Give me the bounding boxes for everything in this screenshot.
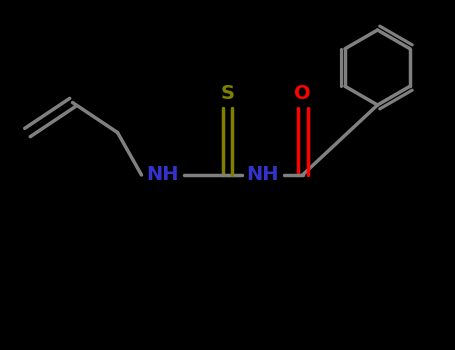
Text: NH: NH	[146, 166, 179, 184]
Text: NH: NH	[246, 166, 279, 184]
Text: S: S	[221, 84, 234, 103]
Text: O: O	[294, 84, 311, 103]
